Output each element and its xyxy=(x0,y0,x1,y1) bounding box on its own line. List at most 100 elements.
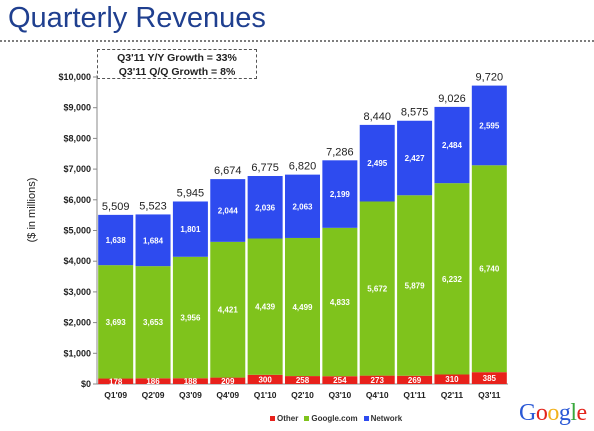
segment-value-label: 3,956 xyxy=(180,314,201,323)
y-tick-label: $9,000 xyxy=(63,103,91,113)
bar-segment-other xyxy=(359,375,395,384)
bar-segment-google-com xyxy=(172,256,208,379)
bar-segment-other xyxy=(98,378,134,384)
x-tick-label: Q3'11 xyxy=(478,390,501,400)
bar-segment-google-com xyxy=(247,238,283,375)
legend-swatch-google xyxy=(304,416,310,421)
bar-segment-other xyxy=(247,374,283,384)
segment-value-label: 269 xyxy=(408,376,422,385)
bar-segment-google-com xyxy=(434,183,470,375)
segment-value-label: 273 xyxy=(371,376,385,385)
bar-segment-network xyxy=(359,124,395,202)
x-tick-label: Q1'11 xyxy=(403,390,426,400)
segment-value-label: 2,199 xyxy=(330,190,351,199)
segment-value-label: 5,672 xyxy=(367,285,388,294)
y-tick-label: $6,000 xyxy=(63,195,91,205)
bar-segment-other xyxy=(322,376,358,384)
legend-item-other: Other xyxy=(270,414,298,423)
bar-segment-google-com xyxy=(359,201,395,376)
segment-value-label: 4,439 xyxy=(255,303,276,312)
bar-total-label: 5,523 xyxy=(139,200,167,212)
bar-segment-other xyxy=(285,376,320,384)
google-logo-letter: e xyxy=(576,400,588,426)
y-tick-label: $8,000 xyxy=(63,133,91,143)
bar-segment-other xyxy=(471,372,507,384)
segment-value-label: 2,427 xyxy=(405,154,426,163)
legend-label-google: Google.com xyxy=(311,414,358,423)
google-logo-letter: l xyxy=(570,400,577,426)
legend-item-network: Network xyxy=(363,414,403,423)
bar-total-label: 7,286 xyxy=(326,146,354,158)
segment-value-label: 188 xyxy=(184,377,198,386)
y-tick-label: $10,000 xyxy=(58,72,91,82)
segment-value-label: 3,693 xyxy=(106,318,127,327)
bar-segment-other xyxy=(135,378,171,384)
segment-value-label: 4,833 xyxy=(330,298,351,307)
segment-value-label: 385 xyxy=(483,374,497,383)
google-logo-letter: o xyxy=(547,400,559,426)
bar-segment-network xyxy=(285,174,320,238)
segment-value-label: 2,036 xyxy=(255,203,276,212)
google-logo: Google xyxy=(519,400,587,427)
segment-value-label: 1,638 xyxy=(106,236,127,245)
legend-item-google: Google.com xyxy=(304,414,358,423)
segment-value-label: 209 xyxy=(221,377,235,386)
segment-value-label: 4,421 xyxy=(218,306,239,315)
bar-segment-other xyxy=(434,374,470,384)
bar-total-label: 5,509 xyxy=(102,201,130,213)
segment-value-label: 178 xyxy=(109,377,123,386)
segment-value-label: 1,684 xyxy=(143,236,164,245)
x-tick-label: Q2'11 xyxy=(441,390,464,400)
y-tick-label: $1,000 xyxy=(63,348,91,358)
segment-value-label: 186 xyxy=(146,377,160,386)
segment-value-label: 5,879 xyxy=(405,281,426,290)
bar-segment-network xyxy=(471,85,507,166)
legend-swatch-network xyxy=(363,416,369,421)
y-tick-label: $2,000 xyxy=(63,318,91,328)
segment-value-label: 258 xyxy=(296,376,310,385)
bar-segment-google-com xyxy=(135,266,171,379)
bar-segment-google-com xyxy=(397,195,433,376)
bar-segment-network xyxy=(322,160,358,228)
bar-segment-network xyxy=(210,179,246,242)
segment-value-label: 6,232 xyxy=(442,275,463,284)
bar-segment-google-com xyxy=(210,241,246,378)
growth-callout: Q3'11 Y/Y Growth = 33% Q3'11 Q/Q Growth … xyxy=(97,49,257,79)
bar-total-label: 8,440 xyxy=(363,111,391,123)
bar-segment-other xyxy=(210,377,246,384)
x-tick-label: Q4'10 xyxy=(366,390,389,400)
growth-qoq-text: Q3'11 Q/Q Growth = 8% xyxy=(118,66,236,78)
bar-segment-google-com xyxy=(98,265,134,379)
x-tick-label: Q3'09 xyxy=(179,390,202,400)
bar-segment-other xyxy=(172,378,208,384)
segment-value-label: 4,499 xyxy=(292,303,313,312)
segment-value-label: 2,595 xyxy=(479,121,500,130)
bar-segment-network xyxy=(172,201,208,257)
segment-value-label: 2,063 xyxy=(292,202,313,211)
google-logo-letter: o xyxy=(535,400,548,426)
bar-segment-network xyxy=(247,176,283,239)
title-divider xyxy=(0,40,594,44)
x-tick-label: Q3'10 xyxy=(328,390,351,400)
bar-segment-google-com xyxy=(322,227,358,377)
legend-label-network: Network xyxy=(370,414,403,423)
segment-value-label: 300 xyxy=(258,375,272,384)
bar-total-label: 5,945 xyxy=(177,187,205,199)
x-tick-label: Q2'09 xyxy=(142,390,165,400)
y-tick-label: $3,000 xyxy=(63,287,91,297)
bar-total-label: 6,820 xyxy=(289,161,317,173)
bar-total-label: 6,775 xyxy=(251,162,279,174)
y-tick-label: $5,000 xyxy=(63,226,91,236)
y-tick-label: $7,000 xyxy=(63,164,91,174)
bar-segment-network xyxy=(98,214,134,266)
bar-segment-network xyxy=(135,214,171,267)
page-title: Quarterly Revenues xyxy=(8,2,266,34)
segment-value-label: 2,495 xyxy=(367,159,388,168)
bar-total-label: 6,674 xyxy=(214,165,242,177)
y-tick-label: $0 xyxy=(81,379,91,389)
growth-yoy-text: Q3'11 Y/Y Growth = 33% xyxy=(117,52,237,64)
google-logo-letter: G xyxy=(519,400,536,426)
segment-value-label: 2,044 xyxy=(218,206,239,215)
x-tick-label: Q1'10 xyxy=(254,390,277,400)
bar-total-label: 8,575 xyxy=(401,107,429,119)
